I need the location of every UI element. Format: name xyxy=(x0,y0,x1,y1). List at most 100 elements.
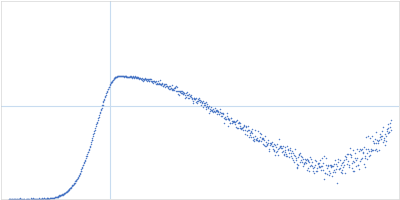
Point xyxy=(299,155,306,159)
Point xyxy=(376,138,382,142)
Point xyxy=(160,84,166,87)
Point xyxy=(106,86,112,89)
Point xyxy=(348,154,354,157)
Point xyxy=(116,75,122,78)
Point xyxy=(300,163,307,166)
Point xyxy=(342,155,348,158)
Point xyxy=(106,84,113,87)
Point xyxy=(94,122,100,125)
Point xyxy=(116,75,122,78)
Point xyxy=(87,144,93,147)
Point xyxy=(138,77,144,80)
Point xyxy=(222,117,229,120)
Point xyxy=(26,198,32,200)
Point xyxy=(373,142,379,145)
Point xyxy=(285,149,291,152)
Point xyxy=(34,198,41,200)
Point xyxy=(381,138,387,141)
Point xyxy=(343,158,350,161)
Point xyxy=(208,108,214,112)
Point xyxy=(262,144,268,147)
Point xyxy=(175,89,182,92)
Point xyxy=(229,122,236,125)
Point xyxy=(210,110,217,113)
Point xyxy=(130,75,136,78)
Point xyxy=(154,82,160,86)
Point xyxy=(210,111,216,114)
Point xyxy=(269,148,276,151)
Point xyxy=(234,126,240,129)
Point xyxy=(36,197,42,200)
Point xyxy=(185,96,192,99)
Point xyxy=(278,145,284,148)
Point xyxy=(308,157,314,160)
Point xyxy=(107,82,114,86)
Point xyxy=(103,92,110,95)
Point xyxy=(150,80,157,83)
Point xyxy=(102,95,108,98)
Point xyxy=(388,119,394,122)
Point xyxy=(375,141,381,145)
Point xyxy=(179,91,186,94)
Point xyxy=(315,163,321,166)
Point xyxy=(250,139,257,142)
Point xyxy=(131,77,137,80)
Point xyxy=(168,86,174,89)
Point xyxy=(338,168,345,171)
Point xyxy=(346,165,352,168)
Point xyxy=(242,132,248,135)
Point xyxy=(358,156,365,160)
Point xyxy=(60,192,66,196)
Point xyxy=(350,170,357,173)
Point xyxy=(203,105,209,109)
Point xyxy=(334,164,340,167)
Point xyxy=(94,119,101,122)
Point xyxy=(213,108,219,112)
Point xyxy=(275,148,281,151)
Point xyxy=(157,83,164,86)
Point xyxy=(86,146,93,149)
Point xyxy=(32,198,38,200)
Point xyxy=(370,142,377,145)
Point xyxy=(78,168,85,171)
Point xyxy=(148,79,154,82)
Point xyxy=(251,137,257,140)
Point xyxy=(377,132,383,135)
Point xyxy=(153,82,159,85)
Point xyxy=(187,94,193,97)
Point xyxy=(106,85,112,88)
Point xyxy=(112,76,119,79)
Point xyxy=(374,149,380,153)
Point xyxy=(140,79,147,82)
Point xyxy=(274,150,280,153)
Point xyxy=(208,106,214,109)
Point xyxy=(18,198,24,200)
Point xyxy=(101,97,108,101)
Point xyxy=(238,127,245,130)
Point xyxy=(325,169,332,172)
Point xyxy=(355,164,362,167)
Point xyxy=(383,135,389,138)
Point xyxy=(276,145,283,148)
Point xyxy=(218,111,224,115)
Point xyxy=(364,158,370,161)
Point xyxy=(332,162,339,165)
Point xyxy=(105,88,111,91)
Point xyxy=(144,78,151,81)
Point xyxy=(352,151,359,155)
Point xyxy=(35,198,41,200)
Point xyxy=(276,137,282,141)
Point xyxy=(356,168,362,171)
Point xyxy=(317,165,323,168)
Point xyxy=(330,171,336,174)
Point xyxy=(218,114,224,118)
Point xyxy=(280,149,286,153)
Point xyxy=(150,80,156,83)
Point xyxy=(80,164,86,167)
Point xyxy=(250,135,256,138)
Point xyxy=(266,149,272,152)
Point xyxy=(93,123,100,126)
Point xyxy=(84,151,91,154)
Point xyxy=(144,77,150,80)
Point xyxy=(332,159,338,162)
